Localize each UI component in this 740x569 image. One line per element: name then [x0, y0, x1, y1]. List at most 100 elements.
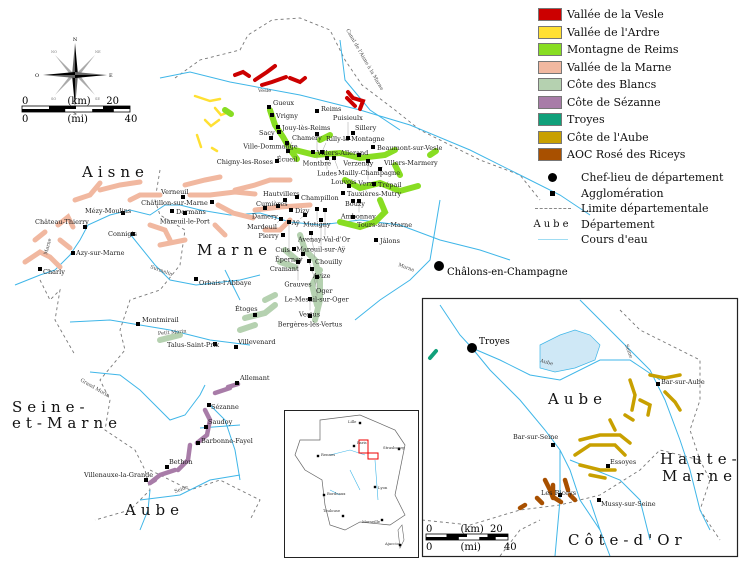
town-label[interactable]: Beaumont-sur-Vesle [377, 144, 442, 152]
town-label[interactable]: Mareuil-le-Port [160, 217, 210, 225]
town-label[interactable]: Villers-Marmery [383, 159, 438, 167]
town-label[interactable]: Gueux [273, 99, 294, 107]
town-label[interactable]: Charly [43, 268, 65, 276]
town-label[interactable]: Mutigny [303, 220, 331, 228]
town-label[interactable]: Ambonnay [340, 212, 376, 220]
town-label[interactable]: Sacy [259, 129, 275, 137]
town-label[interactable]: Azy-sur-Marne [75, 249, 125, 257]
town-label[interactable]: Montmirail [142, 316, 179, 324]
town-label[interactable]: Rilly-la-Montagne [326, 135, 385, 143]
town-label[interactable]: Essoyes [610, 458, 636, 466]
town-label[interactable]: Ville-Dommange [242, 142, 298, 150]
town-label[interactable]: Dizy [295, 207, 310, 215]
town-label[interactable]: Saudoy [208, 418, 233, 426]
town-label[interactable]: Sézanne [211, 403, 239, 411]
town-label[interactable]: Villers-Allerand [316, 149, 368, 157]
town-label[interactable]: Connigis [108, 230, 137, 238]
town-label[interactable]: Puisieulx [333, 114, 363, 122]
town-label[interactable]: Avize [312, 272, 331, 280]
town-label[interactable]: Chamery [292, 134, 322, 142]
vineyard-blancs [157, 232, 323, 343]
town-label[interactable]: Barbonne-Fayel [201, 437, 253, 445]
town-label[interactable]: Bethon [169, 458, 193, 466]
scale-label: 40 [504, 542, 517, 553]
town-marker [597, 498, 601, 502]
town-label[interactable]: Villenauxe-la-Grande [83, 471, 153, 479]
town-marker [234, 345, 238, 349]
vineyard-parcel [22, 249, 63, 270]
vineyard-parcel [237, 322, 258, 333]
river-label: Seine [174, 484, 189, 494]
town-label[interactable]: Vrigny [275, 112, 298, 120]
town-label[interactable]: Cuis [275, 246, 290, 254]
vineyard-parcel [187, 189, 258, 198]
town-label[interactable]: Orbais-l'Abbaye [199, 279, 252, 287]
town-label[interactable]: Dormans [176, 208, 206, 216]
town-label[interactable]: Châtillon-sur-Marne [141, 199, 208, 207]
town-label[interactable]: Oger [316, 287, 333, 295]
town-marker [276, 125, 280, 129]
vineyard-parcel [628, 378, 637, 412]
town-marker [309, 231, 313, 235]
town-label[interactable]: Mareuil-sur-Aÿ [296, 245, 345, 253]
town-label[interactable]: Mussy-sur-Seine [601, 500, 656, 508]
town-label[interactable]: Verzy [357, 179, 376, 187]
town-label[interactable]: Mézy-Moulins [85, 207, 131, 215]
town-label[interactable]: Écueil [277, 154, 298, 163]
town-label[interactable]: Reims [321, 105, 341, 113]
scale-label: 20 [106, 96, 119, 107]
town-label[interactable]: Verneuil [160, 188, 188, 196]
town-label[interactable]: Épernay [275, 254, 303, 263]
town-label[interactable]: Damery [252, 212, 278, 220]
town-label[interactable]: Mardeuil [247, 223, 277, 231]
town-label[interactable]: Bar-sur-Seine [513, 433, 558, 441]
vineyard-parcel [428, 349, 438, 360]
scale-label: 0 [426, 524, 432, 535]
prefecture-troyes[interactable]: Troyes [479, 337, 510, 347]
town-label[interactable]: Jouy-lès-Reims [281, 124, 330, 132]
town-label[interactable]: Étoges [235, 304, 258, 313]
prefecture-chalons-marker [434, 261, 444, 271]
town-label[interactable]: Tauxières-Mutry [347, 190, 402, 198]
town-label[interactable]: Hautvillers [263, 190, 300, 198]
town-label[interactable]: Bouzy [345, 200, 365, 208]
town-label[interactable]: Montbré [303, 159, 332, 167]
town-label[interactable]: Bergères-lès-Vertus [278, 320, 342, 328]
town-label[interactable]: Villevenard [237, 338, 276, 346]
town-label[interactable]: Champillon [301, 194, 339, 202]
town-label[interactable]: Sillery [355, 124, 377, 132]
town-label[interactable]: Ludes [317, 169, 337, 177]
vineyard-troyes [428, 349, 438, 360]
town-label[interactable]: Aÿ [291, 219, 300, 227]
town-label[interactable]: Mailly-Champagne [338, 169, 400, 177]
town-label[interactable]: Jâlons [379, 237, 400, 245]
town-label[interactable]: Chouilly [315, 258, 342, 266]
town-marker [210, 200, 214, 204]
vineyard-parcel [260, 75, 288, 87]
town-label[interactable]: Château-Thierry [35, 218, 89, 226]
vineyard-parcel [97, 179, 143, 193]
town-label[interactable]: Trépail [378, 181, 401, 189]
town-label[interactable]: Allemant [239, 374, 270, 382]
town-label[interactable]: Tours-sur-Marne [357, 221, 412, 229]
town-label[interactable]: Cumières [256, 200, 288, 208]
town-label[interactable]: Louvois [331, 178, 356, 186]
town-marker [319, 218, 323, 222]
town-label[interactable]: Cramant [270, 265, 299, 273]
town-label[interactable]: Avenay-Val-d'Or [297, 235, 351, 243]
river-label: Grand Morin [79, 378, 111, 400]
town-label[interactable]: Talus-Saint-Prix [167, 341, 219, 349]
town-label[interactable]: Chigny-les-Roses [217, 158, 273, 166]
town-marker [204, 425, 208, 429]
town-label[interactable]: Verzenay [342, 159, 373, 167]
vineyard-parcel [623, 413, 635, 422]
vineyard-parcel [194, 407, 213, 446]
prefecture-chalons[interactable]: Châlons-en-Champagne [447, 267, 568, 278]
town-label[interactable]: Grauves [284, 280, 311, 288]
city-marker [316, 454, 320, 458]
town-label[interactable]: Les Riceys [541, 489, 576, 497]
town-label[interactable]: Le-Mesnil-sur-Oger [285, 295, 350, 303]
town-label[interactable]: Pierry [258, 232, 279, 240]
city-label: Lyon [378, 485, 388, 490]
town-label[interactable]: Bar-sur-Aube [661, 378, 705, 386]
